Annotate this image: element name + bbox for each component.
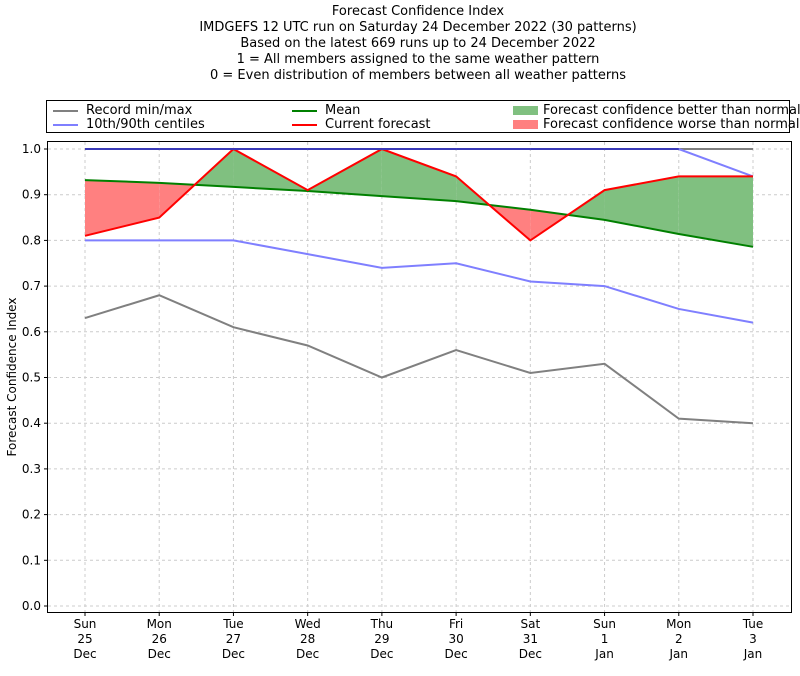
y-tick-label: 0.1 [22, 553, 41, 567]
legend-swatch-mean [292, 109, 317, 112]
y-tick-label: 0.2 [22, 508, 41, 522]
x-tick-label: 2 [675, 632, 683, 646]
legend-label-current: Current forecast [325, 117, 431, 132]
y-tick-label: 0.6 [22, 325, 41, 339]
x-tick-label: Dec [519, 647, 542, 661]
x-tick-label: 29 [374, 632, 389, 646]
legend-swatch-current [292, 123, 317, 126]
y-tick-label: 0.4 [22, 416, 41, 430]
x-tick-label: 25 [77, 632, 92, 646]
x-tick-label: Sat [520, 617, 540, 631]
x-tick-label: Sun [74, 617, 97, 631]
fill-better-than-normal [678, 176, 753, 247]
x-tick-label: 31 [523, 632, 538, 646]
line-mean [84, 179, 754, 248]
chart-title: Forecast Confidence Index [331, 4, 505, 19]
line-current-forecast [84, 147, 753, 242]
fill-better-than-normal [568, 190, 605, 220]
fill-better-than-normal [307, 149, 382, 197]
x-tick-label: 30 [448, 632, 463, 646]
x-tick-label: Jan [743, 647, 763, 661]
fill-better-than-normal [604, 176, 679, 235]
chart-title-block: Forecast Confidence Index IMDGEFS 12 UTC… [0, 4, 800, 84]
chart-subtitle-2: Based on the latest 669 runs up to 24 De… [240, 36, 596, 51]
legend-item-better: Forecast confidence better than normal [513, 103, 800, 118]
line-10th-centile [85, 239, 754, 324]
y-tick-label: 0.7 [22, 279, 41, 293]
legend-item-centiles: 10th/90th centiles [53, 117, 205, 132]
x-tick-label: Mon [147, 617, 172, 631]
x-axis: Sun25DecMon26DecTue27DecWed28DecThu29Dec… [73, 612, 763, 661]
chart-subtitle-3: 1 = All members assigned to the same wea… [236, 52, 600, 67]
line-record-min [84, 294, 754, 425]
x-tick-label: 3 [749, 632, 757, 646]
chart-legend: Record min/max 10th/90th centiles Mean C… [46, 100, 800, 133]
x-tick-label: 28 [300, 632, 315, 646]
x-tick-label: Fri [449, 617, 463, 631]
x-tick-label: 27 [226, 632, 241, 646]
y-tick-label: 0.8 [22, 233, 41, 247]
x-tick-label: Tue [222, 617, 244, 631]
legend-label-worse: Forecast confidence worse than normal [543, 117, 800, 132]
legend-swatch-worse [513, 120, 538, 129]
x-tick-label: Tue [742, 617, 764, 631]
x-tick-label: Wed [295, 617, 321, 631]
x-tick-label: Dec [444, 647, 467, 661]
y-tick-label: 0.9 [22, 188, 41, 202]
x-tick-label: Dec [148, 647, 171, 661]
legend-item-worse: Forecast confidence worse than normal [513, 117, 800, 132]
legend-label-record: Record min/max [86, 103, 193, 118]
x-tick-label: Mon [666, 617, 691, 631]
legend-swatch-better [513, 106, 538, 115]
chart-subtitle-1: IMDGEFS 12 UTC run on Saturday 24 Decemb… [199, 20, 637, 35]
x-tick-label: Jan [669, 647, 689, 661]
x-tick-label: Sun [593, 617, 616, 631]
y-axis: 0.0 0.1 0.2 0.3 0.4 0.5 0.6 0.7 0.8 0.9 1.0 [22, 142, 48, 613]
y-tick-label: 0.5 [22, 371, 41, 385]
y-axis-label: Forecast Confidence Index [5, 298, 19, 457]
x-tick-label: Thu [370, 617, 394, 631]
y-tick-label: 0.3 [22, 462, 41, 476]
legend-label-centiles: 10th/90th centiles [86, 117, 205, 132]
fill-better-than-normal [381, 149, 457, 202]
chart-subtitle-4: 0 = Even distribution of members between… [209, 68, 627, 83]
x-tick-label: Dec [296, 647, 319, 661]
x-tick-label: 26 [152, 632, 167, 646]
x-tick-label: 1 [601, 632, 609, 646]
legend-swatch-centiles [53, 123, 78, 126]
legend-item-record: Record min/max [53, 103, 192, 118]
y-tick-label: 1.0 [22, 142, 41, 156]
x-tick-label: Jan [594, 647, 614, 661]
legend-label-better: Forecast confidence better than normal [543, 103, 800, 118]
legend-swatch-record [53, 109, 78, 112]
series-lines [84, 147, 754, 425]
legend-label-mean: Mean [325, 103, 361, 118]
legend-item-mean: Mean [292, 103, 360, 118]
x-tick-label: Dec [370, 647, 393, 661]
x-tick-label: Dec [222, 647, 245, 661]
fill-worse-than-normal [530, 209, 569, 241]
x-tick-label: Dec [73, 647, 96, 661]
legend-item-current: Current forecast [292, 117, 431, 132]
y-tick-label: 0.0 [22, 599, 41, 613]
